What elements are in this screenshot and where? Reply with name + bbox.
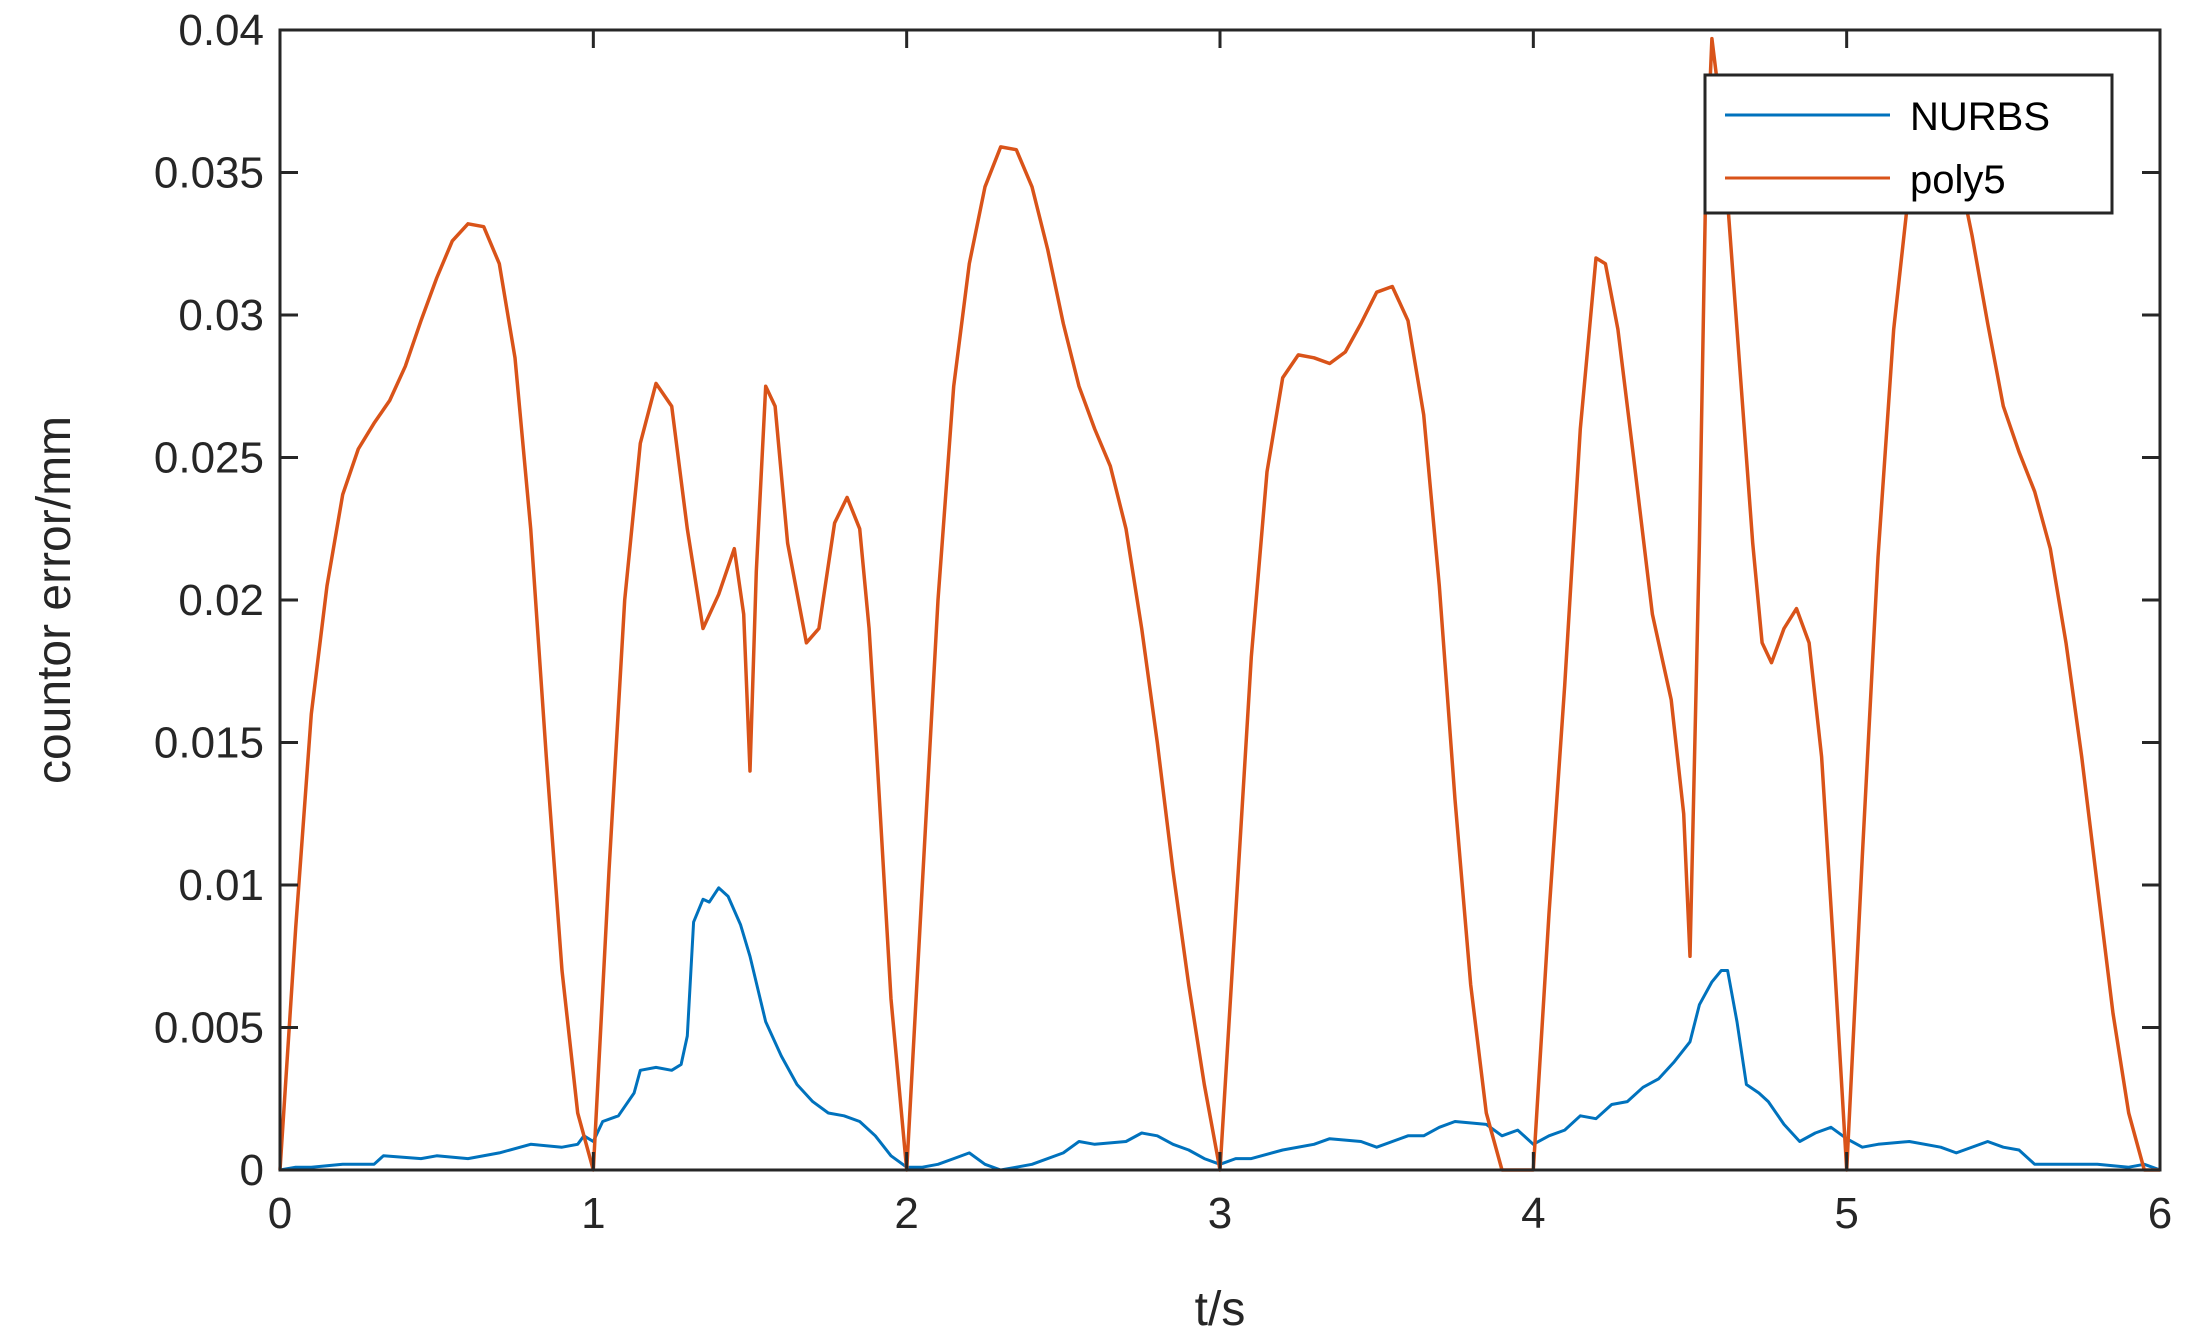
x-ticks: 0 1 2 3 4 5 6 (268, 30, 2172, 1238)
x-axis-label: t/s (1195, 1283, 1246, 1336)
x-tick-label: 3 (1208, 1189, 1232, 1238)
legend-label-nurbs: NURBS (1910, 95, 2050, 139)
y-tick-label: 0.01 (178, 861, 264, 910)
y-tick-label: 0.015 (154, 719, 264, 768)
y-tick-label: 0.025 (154, 434, 264, 483)
legend: NURBS poly5 (1703, 73, 2114, 215)
y-ticks: 0 0.005 0.01 0.015 0.02 0.025 0.03 0.035 0.04 (154, 6, 2160, 1195)
x-tick-label: 0 (268, 1189, 292, 1238)
x-tick-label: 2 (894, 1189, 918, 1238)
legend-box (1703, 73, 2114, 215)
y-tick-label: 0.005 (154, 1004, 264, 1053)
legend-label-poly5: poly5 (1910, 158, 2006, 202)
x-tick-label: 1 (581, 1189, 605, 1238)
y-tick-label: 0.02 (178, 576, 264, 625)
y-tick-label: 0.04 (178, 6, 264, 55)
y-tick-label: 0.03 (178, 291, 264, 340)
x-tick-label: 5 (1834, 1189, 1858, 1238)
x-tick-label: 4 (1521, 1189, 1545, 1238)
y-axis-label: countor error/mm (28, 416, 81, 784)
y-tick-label: 0 (240, 1146, 264, 1195)
plot-background (280, 30, 2160, 1170)
x-tick-label: 6 (2148, 1189, 2172, 1238)
y-tick-label: 0.035 (154, 149, 264, 198)
series-line-nurbs (279, 886, 2161, 1172)
